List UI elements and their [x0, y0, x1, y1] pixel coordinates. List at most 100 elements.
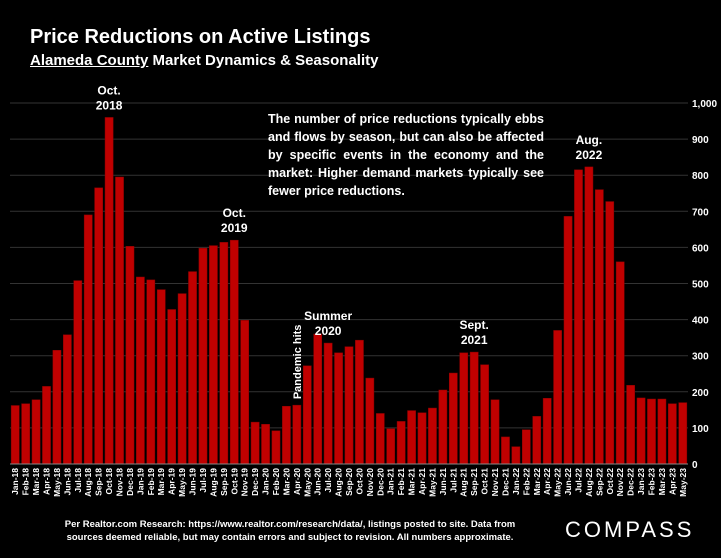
x-tick-label: May-23	[678, 468, 688, 497]
compass-logo: COMPASS	[565, 517, 695, 542]
x-tick-label: May-18	[52, 468, 62, 497]
bar	[240, 320, 250, 465]
x-tick-label: Apr-23	[667, 468, 677, 495]
bar	[574, 169, 583, 465]
x-tick-label: Apr-18	[42, 468, 52, 495]
y-tick-label: 400	[692, 316, 709, 327]
bar	[636, 397, 646, 465]
bar	[490, 399, 500, 465]
bar	[365, 377, 375, 465]
bar	[188, 271, 197, 465]
x-tick-label: Jun-18	[62, 468, 72, 496]
x-tick-label: Mar-18	[31, 468, 41, 496]
x-tick-label: Oct-20	[354, 468, 364, 495]
bar	[595, 189, 604, 465]
bar	[355, 339, 364, 465]
x-tick-label: Sep-20	[344, 468, 354, 496]
bar	[177, 293, 187, 465]
x-tick-label: Aug-22	[584, 468, 594, 497]
x-tick-label: Dec-22	[626, 468, 636, 496]
bar	[323, 342, 333, 465]
annotation-label: 2022	[576, 148, 603, 162]
y-tick-label: 200	[692, 388, 709, 399]
x-tick-label: Feb-20	[271, 468, 281, 496]
source-line-1: Per Realtor.com Research: https://www.re…	[64, 519, 516, 530]
bar	[10, 405, 20, 465]
x-tick-label: Feb-23	[646, 468, 656, 496]
bar	[83, 214, 93, 465]
annotation-label: Oct.	[223, 206, 246, 220]
x-tick-label: Nov-20	[365, 468, 375, 497]
bar	[219, 242, 229, 465]
bar	[167, 309, 176, 465]
bar	[417, 412, 427, 465]
y-tick-label: 900	[692, 135, 709, 146]
bar	[438, 389, 448, 465]
bar	[63, 334, 72, 465]
bar	[584, 166, 594, 465]
bar	[282, 405, 291, 465]
bar	[156, 289, 166, 465]
x-tick-label: Sep-22	[594, 468, 604, 496]
bar	[615, 261, 625, 465]
bar	[542, 398, 552, 465]
annotation-label: 2021	[461, 333, 488, 347]
bar	[94, 187, 103, 465]
bar	[459, 352, 469, 465]
y-tick-label: 800	[692, 171, 709, 182]
bar	[104, 117, 114, 465]
x-tick-label: Feb-18	[21, 468, 31, 496]
bar	[668, 403, 677, 465]
bar	[522, 429, 531, 465]
x-tick-label: Jul-18	[73, 468, 83, 493]
annotation-label: 2019	[221, 221, 248, 235]
bar	[313, 333, 323, 465]
chart-subtitle: Alameda County Market Dynamics & Seasona…	[30, 52, 378, 69]
x-tick-label: May-19	[177, 468, 187, 497]
x-tick-label: Nov-18	[115, 468, 125, 497]
bar	[344, 346, 354, 465]
source-note: Per Realtor.com Research: https://www.re…	[60, 518, 520, 544]
x-tick-label: Mar-22	[532, 468, 542, 496]
bar	[386, 428, 396, 465]
y-tick-label: 0	[692, 460, 698, 471]
x-tick-label: Jun-22	[563, 468, 573, 496]
subtitle-rest: Market Dynamics & Seasonality	[148, 52, 379, 69]
x-tick-label: Feb-22	[521, 468, 531, 496]
bar	[146, 279, 156, 465]
x-tick-label: Mar-19	[156, 468, 166, 496]
x-tick-label: Oct-22	[605, 468, 615, 495]
x-tick-label: Jun-20	[313, 468, 323, 496]
x-tick-label: Apr-21	[417, 468, 427, 495]
bar	[125, 246, 135, 465]
x-tick-label: Mar-21	[407, 468, 417, 496]
bar	[501, 436, 510, 465]
bar	[511, 446, 521, 465]
bar	[198, 247, 208, 465]
y-tick-label: 600	[692, 243, 709, 254]
x-tick-label: Apr-20	[292, 468, 302, 495]
y-tick-label: 1,000	[692, 99, 717, 110]
bar	[302, 365, 312, 465]
x-tick-label: May-22	[553, 468, 563, 497]
x-tick-label: Dec-21	[500, 468, 510, 496]
bar	[480, 364, 489, 465]
x-tick-label: Jul-22	[573, 468, 583, 493]
x-tick-label: Jan-20	[261, 468, 271, 495]
source-line-2: sources deemed reliable, but may contain…	[66, 532, 514, 543]
bar	[42, 386, 51, 465]
x-tick-label: Dec-18	[125, 468, 135, 496]
bar	[115, 176, 124, 465]
y-tick-label: 300	[692, 352, 709, 363]
chart-title: Price Reductions on Active Listings	[30, 26, 371, 48]
bar	[271, 430, 281, 465]
bar	[250, 421, 260, 465]
x-tick-label: May-20	[302, 468, 312, 497]
x-tick-label: Apr-19	[167, 468, 177, 495]
x-tick-label: Dec-19	[250, 468, 260, 496]
annotation-label: Sept.	[459, 318, 488, 332]
annotation-label: Summer	[304, 309, 352, 323]
x-tick-label: Apr-22	[542, 468, 552, 495]
annotation-label: 2020	[315, 324, 342, 338]
x-tick-label: Oct-19	[229, 468, 239, 495]
